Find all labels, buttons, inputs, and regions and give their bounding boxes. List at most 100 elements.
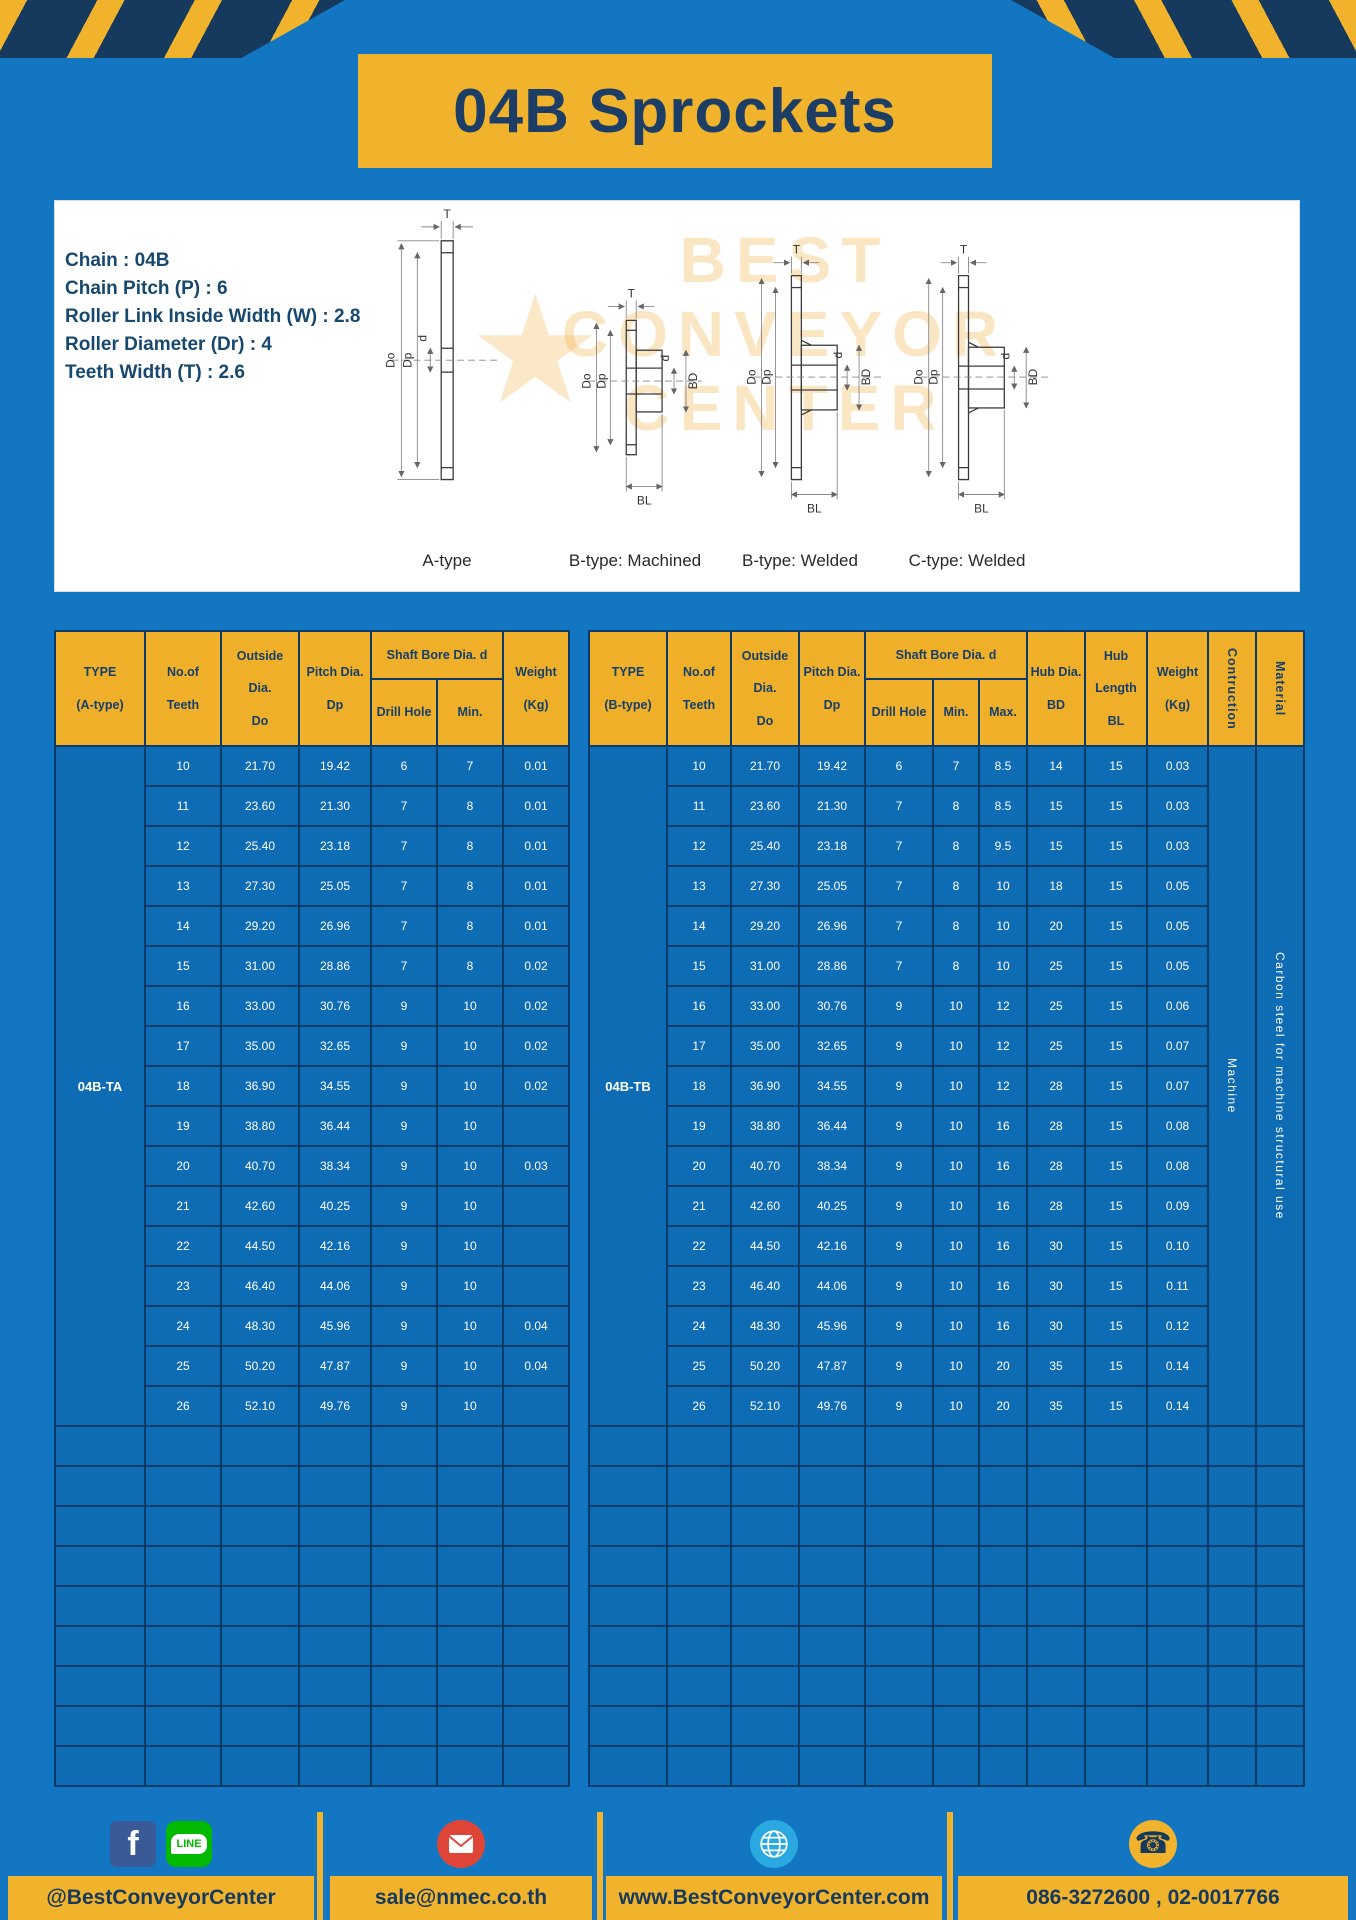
table-cell <box>370 1625 438 1667</box>
header-construction: Contruction <box>1207 630 1257 747</box>
table-cell: 35 <box>1026 1345 1086 1387</box>
table-cell <box>730 1505 800 1547</box>
table-cell <box>666 1585 732 1627</box>
empty-row <box>588 1665 1305 1707</box>
table-cell: 21 <box>144 1185 222 1227</box>
header-hub-length: Hub Length BL <box>1084 630 1148 747</box>
table-cell <box>298 1505 372 1547</box>
dim-label-BL: BL <box>807 501 822 515</box>
table-cell <box>978 1425 1028 1467</box>
table-cell <box>54 1425 146 1467</box>
table-cell: 9 <box>370 1105 438 1147</box>
table-cell: 16 <box>978 1265 1028 1307</box>
table-cell: 0.03 <box>1146 785 1209 827</box>
table-cell: 23 <box>144 1265 222 1307</box>
table-cell <box>730 1665 800 1707</box>
dim-label-BD: BD <box>686 372 700 389</box>
table-cell: 10 <box>436 1145 504 1187</box>
empty-row <box>588 1545 1305 1587</box>
table-cell: 9 <box>370 1305 438 1347</box>
table-row: 25 50.20 47.87 9 10 0.04 <box>55 1345 570 1387</box>
table-cell: 7 <box>864 825 934 867</box>
table-cell: 9 <box>370 1265 438 1307</box>
dim-label-Dp: Dp <box>400 352 414 368</box>
table-row: 20 40.70 38.34 9 10 0.03 <box>55 1145 570 1187</box>
table-cell <box>730 1545 800 1587</box>
table-cell: 12 <box>666 825 732 867</box>
table-cell: 15 <box>1084 865 1148 907</box>
table-cell: 25.05 <box>798 865 866 907</box>
table-cell: 14 <box>666 905 732 947</box>
table-cell: 0.12 <box>1146 1305 1209 1347</box>
table-cell: 49.76 <box>298 1385 372 1427</box>
header-min: Min. <box>932 678 980 747</box>
table-cell <box>730 1465 800 1507</box>
table-cell: 10 <box>932 1065 980 1107</box>
line-label: LINE <box>171 1834 207 1854</box>
header-shaft-bore: Shaft Bore Dia. d <box>864 630 1028 680</box>
title-banner: 04B Sprockets <box>358 54 992 168</box>
table-cell <box>298 1625 372 1667</box>
table-cell: 42.60 <box>220 1185 300 1227</box>
table-cell: 44.06 <box>298 1265 372 1307</box>
table-cell: 20 <box>978 1385 1028 1427</box>
table-a-body: 04B-TA 10 21.70 19.42 6 7 0.01 11 23.60 21.30 7 8 0.… <box>54 745 570 1787</box>
table-cell <box>220 1665 300 1707</box>
table-cell: 16 <box>978 1225 1028 1267</box>
table-cell <box>1146 1425 1209 1467</box>
table-cell: 24 <box>666 1305 732 1347</box>
table-cell <box>370 1585 438 1627</box>
table-cell <box>932 1705 980 1747</box>
table-cell: 10 <box>436 1385 504 1427</box>
table-cell: 8 <box>436 945 504 987</box>
footer-website-segment: www.BestConveyorCenter.com <box>606 1812 942 1920</box>
table-cell: 16 <box>666 985 732 1027</box>
table-cell: 23.18 <box>298 825 372 867</box>
table-cell: 0.07 <box>1146 1025 1209 1067</box>
table-cell <box>588 1545 668 1587</box>
table-cell: 0.01 <box>502 865 570 907</box>
table-cell: 9 <box>864 1065 934 1107</box>
table-a-type: TYPE (A-type) No.of Teeth Outside Dia. D… <box>54 630 570 1787</box>
table-cell <box>666 1505 732 1547</box>
table-cell: 35.00 <box>730 1025 800 1067</box>
table-cell: 17 <box>144 1025 222 1067</box>
c-type-welded-drawing <box>957 274 1005 481</box>
table-cell <box>436 1665 504 1707</box>
table-cell: 0.05 <box>1146 945 1209 987</box>
table-cell: 19 <box>666 1105 732 1147</box>
table-cell <box>502 1505 570 1547</box>
table-cell <box>864 1585 934 1627</box>
table-cell: 15 <box>1084 1145 1148 1187</box>
footer-website-text: www.BestConveyorCenter.com <box>606 1876 942 1920</box>
table-cell <box>932 1545 980 1587</box>
table-cell: 6 <box>864 745 934 787</box>
table-cell: 9.5 <box>978 825 1028 867</box>
table-cell: 16 <box>144 985 222 1027</box>
table-cell <box>666 1465 732 1507</box>
empty-row <box>588 1425 1305 1467</box>
table-cell: 18 <box>666 1065 732 1107</box>
table-cell: 9 <box>370 1025 438 1067</box>
table-cell <box>1146 1585 1209 1627</box>
table-cell <box>54 1665 146 1707</box>
table-cell: 7 <box>864 865 934 907</box>
spec-line: Chain : 04B <box>65 250 170 271</box>
table-cell: 23.60 <box>730 785 800 827</box>
table-cell: 7 <box>932 745 980 787</box>
table-cell <box>1255 1505 1305 1547</box>
table-cell <box>298 1585 372 1627</box>
table-cell <box>588 1505 668 1547</box>
table-cell <box>1207 1705 1257 1747</box>
table-cell: 11 <box>144 785 222 827</box>
table-cell: 29.20 <box>220 905 300 947</box>
footer-divider <box>317 1812 323 1920</box>
table-cell <box>1255 1425 1305 1467</box>
table-cell: 48.30 <box>220 1305 300 1347</box>
table-cell <box>502 1265 570 1307</box>
line-icon: LINE <box>166 1821 212 1867</box>
table-cell: 12 <box>978 1025 1028 1067</box>
dim-label-Dp: Dp <box>594 373 608 389</box>
table-cell <box>730 1705 800 1747</box>
table-cell <box>1207 1465 1257 1507</box>
